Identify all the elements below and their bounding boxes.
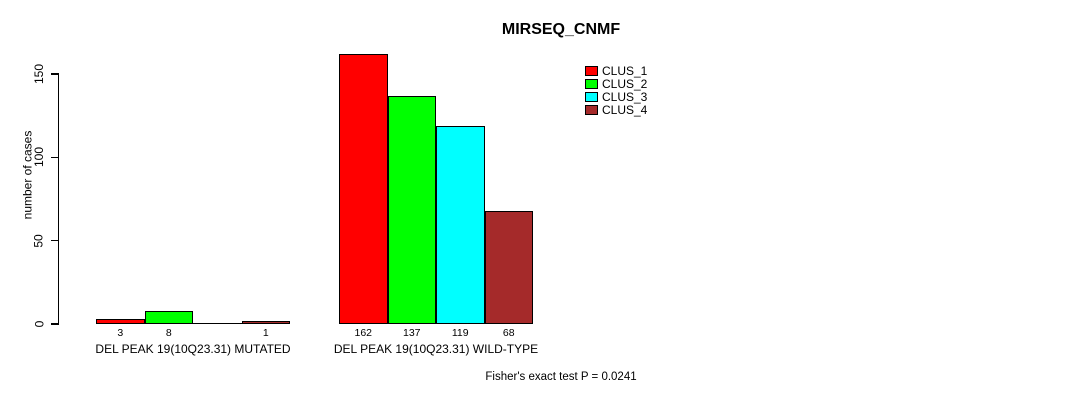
group-baseline: [96, 322, 290, 324]
y-tick-label: 150: [26, 44, 52, 104]
bar-value-label: 119: [451, 327, 469, 339]
y-tick-label: 100: [26, 127, 52, 187]
legend-item-clus_1: CLUS_1: [585, 63, 648, 78]
y-tick-label-text: 50: [31, 233, 46, 248]
bar-value-label: 1: [262, 327, 269, 339]
bar-value-label: 8: [165, 327, 172, 339]
chart-title: MIRSEQ_CNMF: [501, 21, 621, 38]
bar-value-label: 162: [354, 327, 373, 339]
bar-clus_3-group2: [436, 125, 485, 324]
bar-value-label: 3: [117, 327, 124, 339]
legend-color-swatch: [585, 78, 598, 89]
legend-label: CLUS_4: [602, 103, 648, 118]
y-tick-label-text: 0: [32, 320, 46, 328]
bar-clus_1-group2: [339, 54, 388, 324]
bar-clus_2-group2: [387, 95, 436, 324]
legend: CLUS_1 CLUS_2 CLUS_3 CLUS_4: [585, 64, 647, 117]
legend-item-clus_4: CLUS_4: [585, 103, 648, 118]
legend-item-clus_3: CLUS_3: [585, 89, 648, 104]
legend-color-swatch: [585, 65, 598, 76]
bar-clus_4-group2: [484, 210, 533, 324]
y-tick: [51, 73, 58, 75]
legend-color-swatch: [585, 105, 598, 116]
y-tick-label-text: 150: [32, 63, 46, 85]
legend-item-clus_2: CLUS_2: [585, 76, 648, 91]
bar-value-label: 137: [402, 327, 421, 339]
legend-label: CLUS_1: [602, 63, 648, 78]
y-tick-label: 50: [26, 211, 52, 271]
y-axis-line: [57, 73, 59, 325]
bar-value-label: 68: [502, 327, 515, 339]
legend-label: CLUS_2: [602, 76, 648, 91]
y-tick: [51, 323, 58, 325]
y-tick-label-text: 100: [32, 147, 46, 168]
legend-color-swatch: [585, 91, 598, 102]
y-tick: [51, 239, 58, 242]
legend-label: CLUS_3: [602, 89, 648, 104]
x-axis-group-label: DEL PEAK 19(10Q23.31) MUTATED: [95, 342, 291, 356]
y-tick-label: 0: [26, 294, 52, 354]
group-baseline: [339, 322, 533, 324]
y-tick: [51, 156, 58, 159]
fisher-test-annotation: Fisher's exact test P = 0.0241: [485, 371, 637, 383]
x-axis-group-label: DEL PEAK 19(10Q23.31) WILD-TYPE: [333, 342, 539, 356]
